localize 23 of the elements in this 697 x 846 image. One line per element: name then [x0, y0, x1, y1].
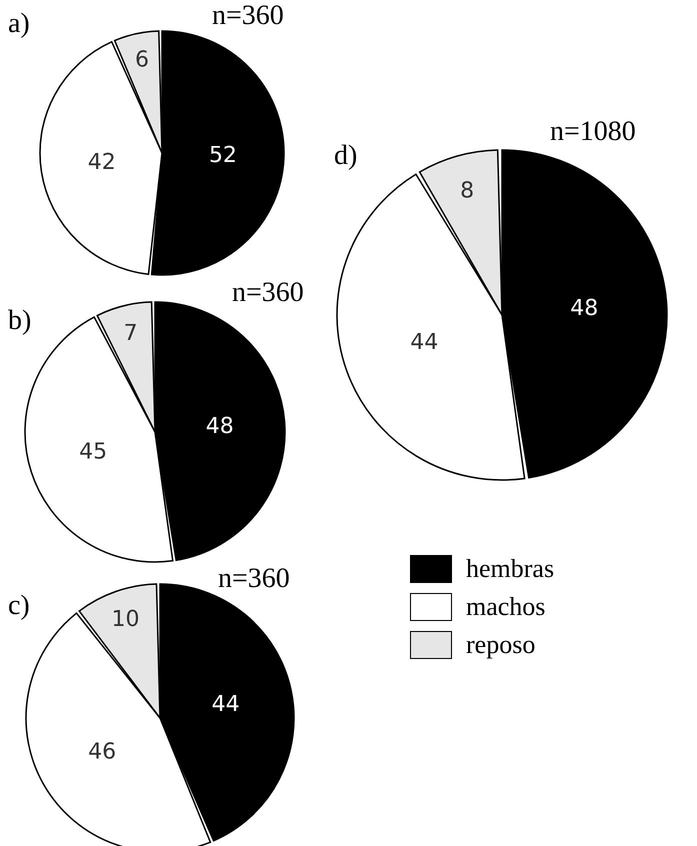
- legend-label: reposo: [466, 630, 536, 660]
- data-label: 42: [88, 150, 116, 176]
- text: n=360: [232, 277, 304, 309]
- chart-title: d): [334, 140, 358, 172]
- data-label: 52: [208, 143, 237, 168]
- data-label: 45: [79, 439, 108, 464]
- chart-title: b): [8, 305, 32, 337]
- text: n=360: [212, 0, 284, 32]
- legend-label: machos: [466, 592, 546, 622]
- data-label: 10: [112, 606, 140, 632]
- data-label: 44: [212, 692, 240, 717]
- legend-label: hembras: [466, 554, 554, 584]
- text: n=360: [218, 563, 290, 595]
- data-label: 44: [410, 330, 438, 356]
- data-label: 48: [206, 414, 234, 440]
- data-label: 7: [124, 321, 138, 346]
- data-label: 8: [460, 178, 474, 204]
- data-label: 6: [134, 47, 149, 72]
- data-label: 46: [88, 739, 116, 764]
- chart-title: a): [8, 8, 30, 40]
- data-label: 48: [570, 296, 598, 321]
- chart-title: c): [8, 590, 30, 622]
- text: n=1080: [550, 116, 636, 148]
